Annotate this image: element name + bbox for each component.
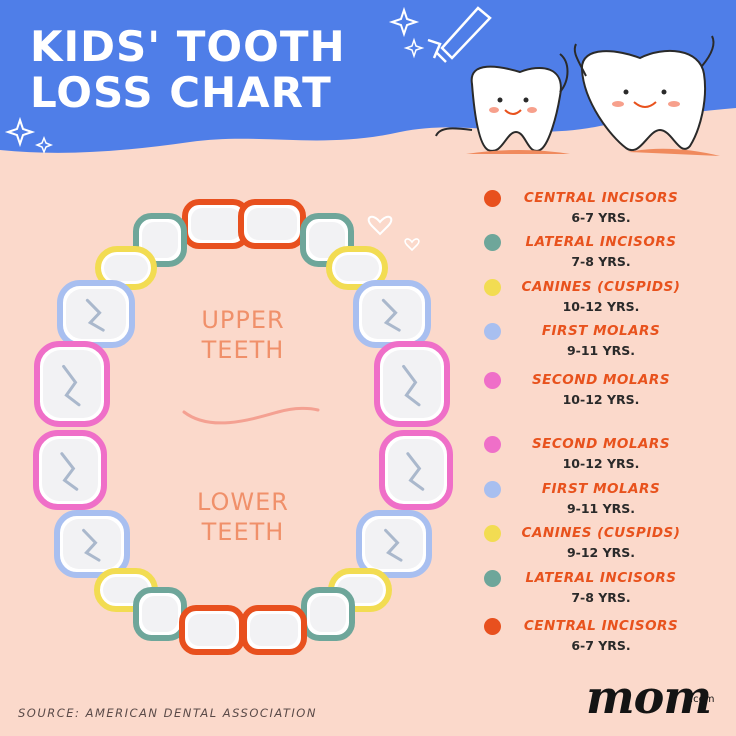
tooth-first-molars-upper <box>57 280 135 348</box>
legend-item-lower: LATERAL INCISORS 7-8 YRS. <box>480 569 710 613</box>
legend-tooth-name: LATERAL INCISORS <box>525 234 677 250</box>
legend-color-dot <box>484 436 501 453</box>
toothpaste-icon <box>427 6 492 63</box>
legend-color-dot <box>484 190 501 207</box>
legend-color-dot <box>484 525 501 542</box>
legend-tooth-age: 6-7 YRS. <box>571 210 631 225</box>
tooth-second-molars-upper <box>34 341 110 427</box>
legend-tooth-age: 9-12 YRS. <box>566 545 636 560</box>
tooth-canines-upper <box>326 246 388 290</box>
sparkle-icon <box>4 116 36 148</box>
page-title-line1: KIDS' TOOTH <box>30 22 346 71</box>
tooth-second-molars-lower <box>33 430 107 510</box>
legend-color-dot <box>484 323 501 340</box>
upper-teeth-label: UPPER TEETH <box>201 306 285 364</box>
legend-tooth-name: SECOND MOLARS <box>531 436 671 452</box>
legend-color-dot <box>484 279 501 296</box>
legend-tooth-name: CENTRAL INCISORS <box>523 618 679 634</box>
legend-item-upper: SECOND MOLARS 10-12 YRS. <box>480 371 710 415</box>
legend-tooth-age: 10-12 YRS. <box>562 392 640 407</box>
sparkle-icon <box>34 37 425 155</box>
page-title-line2: LOSS CHART <box>30 68 332 117</box>
tooth-first-molars-lower <box>54 510 130 578</box>
legend-tooth-age: 10-12 YRS. <box>562 456 640 471</box>
legend-tooth-name: CENTRAL INCISORS <box>523 190 679 206</box>
legend-color-dot <box>484 481 501 498</box>
happy-tooth-icon <box>573 35 720 156</box>
tooth-first-molars-lower <box>356 510 432 578</box>
tooth-second-molars-upper <box>374 341 450 427</box>
legend-tooth-name: CANINES (CUSPIDS) <box>521 525 681 541</box>
legend-tooth-age: 6-7 YRS. <box>571 638 631 653</box>
tooth-central-incisors-lower <box>179 605 245 655</box>
tooth-central-incisors-lower <box>241 605 307 655</box>
sparkle-icon <box>388 6 420 38</box>
teeth-ring <box>33 199 453 655</box>
heart-icon <box>404 238 420 252</box>
legend-tooth-name: LATERAL INCISORS <box>525 570 677 586</box>
legend-color-dot <box>484 570 501 587</box>
logo-suffix: .com <box>690 694 715 705</box>
legend-tooth-name: CANINES (CUSPIDS) <box>521 279 681 295</box>
legend-item-lower: CENTRAL INCISORS 6-7 YRS. <box>480 617 710 661</box>
lower-teeth-label: LOWER TEETH <box>197 488 289 546</box>
happy-tooth-icon <box>435 53 570 154</box>
legend-tooth-name: SECOND MOLARS <box>531 372 671 388</box>
legend-tooth-age: 9-11 YRS. <box>566 501 636 516</box>
legend-color-dot <box>484 372 501 389</box>
legend-item-upper: CENTRAL INCISORS 6-7 YRS. <box>480 189 710 233</box>
tooth-second-molars-lower <box>379 430 453 510</box>
legend-item-lower: SECOND MOLARS 10-12 YRS. <box>480 435 710 479</box>
legend-item-upper: CANINES (CUSPIDS) 10-12 YRS. <box>480 278 710 322</box>
legend-tooth-age: 9-11 YRS. <box>566 343 636 358</box>
tooth-first-molars-upper <box>353 280 431 348</box>
legend-tooth-age: 7-8 YRS. <box>571 254 631 269</box>
legend-item-upper: FIRST MOLARS 9-11 YRS. <box>480 322 710 366</box>
tooth-lateral-incisors-lower <box>133 587 187 641</box>
lip-stroke <box>182 406 320 425</box>
legend-item-lower: CANINES (CUSPIDS) 9-12 YRS. <box>480 524 710 568</box>
legend-tooth-age: 7-8 YRS. <box>571 590 631 605</box>
legend-tooth-age: 10-12 YRS. <box>562 299 640 314</box>
legend-tooth-name: FIRST MOLARS <box>541 481 661 497</box>
legend-tooth-name: FIRST MOLARS <box>541 323 661 339</box>
legend-item-lower: FIRST MOLARS 9-11 YRS. <box>480 480 710 524</box>
heart-icon <box>367 215 393 236</box>
tooth-central-incisors-upper <box>238 199 306 249</box>
happy-teeth-illustration <box>435 35 720 156</box>
tooth-central-incisors-upper <box>182 199 250 249</box>
mom-logo: mom <box>586 670 712 724</box>
source-note: SOURCE: AMERICAN DENTAL ASSOCIATION <box>18 706 317 720</box>
legend-color-dot <box>484 234 501 251</box>
legend-color-dot <box>484 618 501 635</box>
tooth-lateral-incisors-lower <box>301 587 355 641</box>
legend-item-upper: LATERAL INCISORS 7-8 YRS. <box>480 233 710 277</box>
